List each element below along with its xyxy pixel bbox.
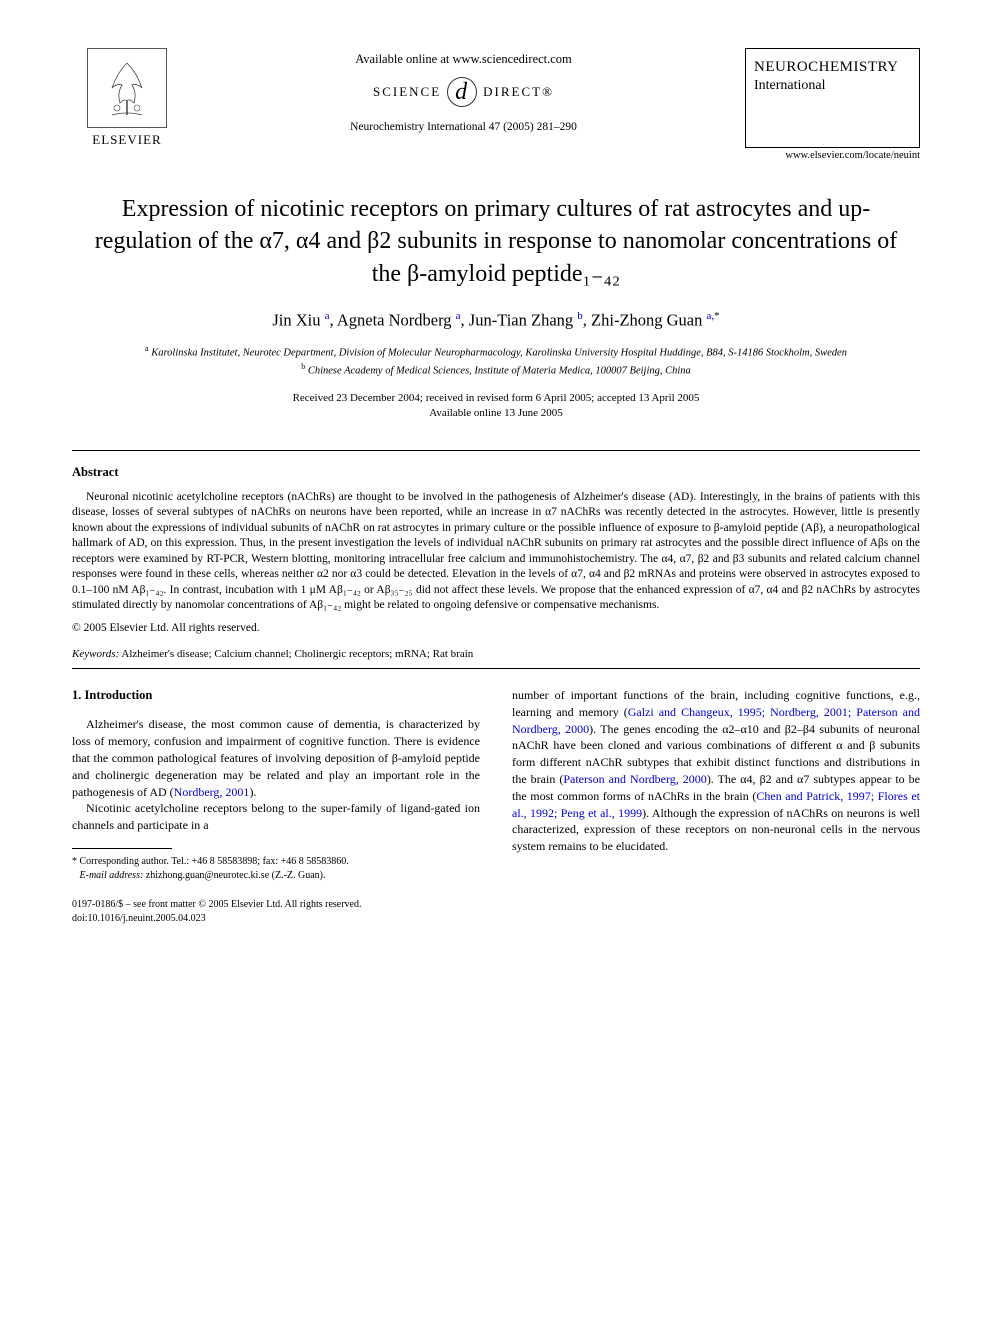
journal-url[interactable]: www.elsevier.com/locate/neuint — [745, 150, 920, 161]
online-date: Available online 13 June 2005 — [429, 407, 563, 419]
publisher-name: ELSEVIER — [92, 132, 161, 148]
science-direct-logo: SCIENCE d DIRECT® — [182, 77, 745, 107]
doi-block: 0197-0186/$ – see front matter © 2005 El… — [72, 898, 480, 925]
journal-name-line2: International — [754, 78, 911, 94]
citation-line: Neurochemistry International 47 (2005) 2… — [182, 121, 745, 133]
corresponding-footnote: * Corresponding author. Tel.: +46 8 5858… — [72, 855, 480, 882]
ref-nordberg-2001[interactable]: Nordberg, 2001 — [174, 785, 250, 799]
sd-right: DIRECT® — [483, 84, 554, 100]
introduction-heading: 1. Introduction — [72, 687, 480, 705]
available-online-text: Available online at www.sciencedirect.co… — [182, 52, 745, 67]
corresponding-text: * Corresponding author. Tel.: +46 8 5858… — [72, 856, 349, 867]
affiliation-b: Chinese Academy of Medical Sciences, Ins… — [308, 365, 691, 376]
article-dates: Received 23 December 2004; received in r… — [72, 391, 920, 422]
email-label: E-mail address: — [80, 870, 144, 881]
page-header: ELSEVIER Available online at www.science… — [72, 48, 920, 161]
intro-para-2-cont: number of important functions of the bra… — [512, 687, 920, 855]
journal-name-line1: NEUROCHEMISTRY — [754, 59, 911, 76]
left-column: 1. Introduction Alzheimer's disease, the… — [72, 687, 480, 925]
sd-at-icon: d — [447, 77, 477, 107]
body-columns: 1. Introduction Alzheimer's disease, the… — [72, 687, 920, 925]
rule-below-keywords — [72, 668, 920, 669]
doi-line: doi:10.1016/j.neuint.2005.04.023 — [72, 913, 206, 924]
abstract-body: Neuronal nicotinic acetylcholine recepto… — [72, 490, 920, 614]
keywords-list: Alzheimer's disease; Calcium channel; Ch… — [121, 648, 473, 660]
received-date: Received 23 December 2004; received in r… — [293, 392, 700, 404]
abstract-text: Neuronal nicotinic acetylcholine recepto… — [72, 490, 920, 614]
sd-left: SCIENCE — [373, 84, 441, 100]
affiliation-a: Karolinska Institutet, Neurotec Departme… — [151, 347, 847, 358]
front-matter-line: 0197-0186/$ – see front matter © 2005 El… — [72, 899, 361, 910]
journal-column: NEUROCHEMISTRY International www.elsevie… — [745, 48, 920, 161]
authors-line: Jin Xiu a, Agneta Nordberg a, Jun-Tian Z… — [72, 310, 920, 331]
affiliations: a Karolinska Institutet, Neurotec Depart… — [72, 343, 920, 379]
abstract-heading: Abstract — [72, 465, 920, 480]
elsevier-tree-icon — [87, 48, 167, 128]
publisher-logo-block: ELSEVIER — [72, 48, 182, 148]
keywords-label: Keywords: — [72, 648, 119, 660]
intro-para-1: Alzheimer's disease, the most common cau… — [72, 716, 480, 800]
article-title: Expression of nicotinic receptors on pri… — [92, 193, 900, 290]
ref-paterson[interactable]: Paterson and Nordberg, 2000 — [563, 772, 706, 786]
footnote-rule — [72, 848, 172, 849]
rule-above-abstract — [72, 450, 920, 451]
right-column: number of important functions of the bra… — [512, 687, 920, 925]
email-address[interactable]: zhizhong.guan@neurotec.ki.se (Z.-Z. Guan… — [146, 870, 326, 881]
center-header: Available online at www.sciencedirect.co… — [182, 48, 745, 133]
keywords-line: Keywords: Alzheimer's disease; Calcium c… — [72, 648, 920, 660]
abstract-copyright: © 2005 Elsevier Ltd. All rights reserved… — [72, 622, 920, 634]
intro-para-2: Nicotinic acetylcholine receptors belong… — [72, 800, 480, 834]
journal-box: NEUROCHEMISTRY International — [745, 48, 920, 148]
